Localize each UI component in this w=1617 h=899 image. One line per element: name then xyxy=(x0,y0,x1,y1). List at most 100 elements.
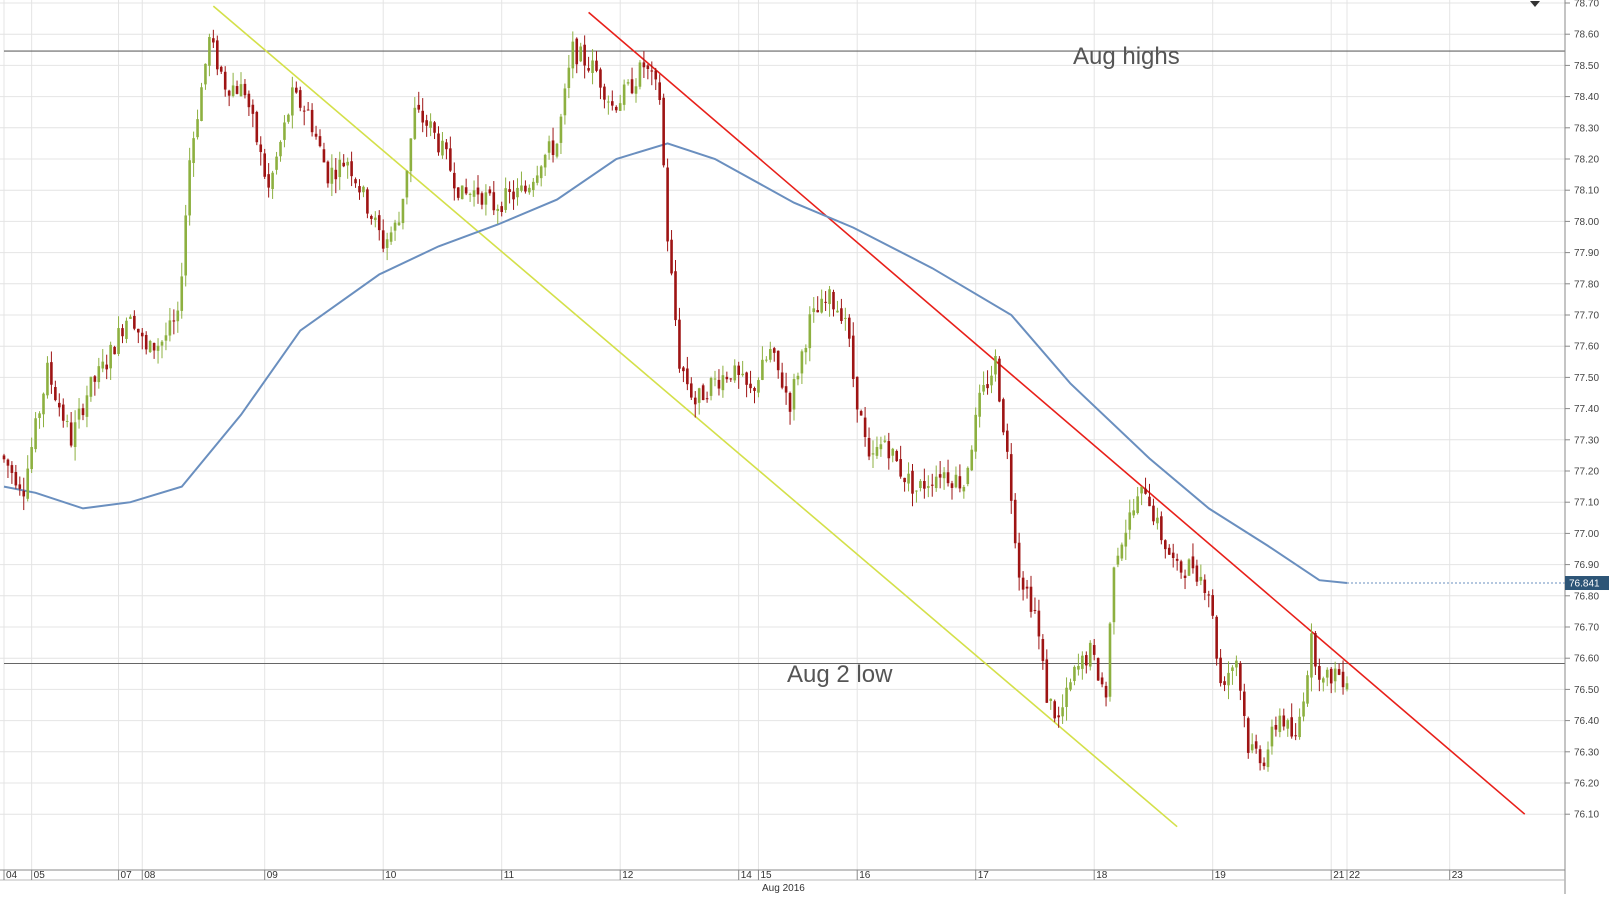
candle-down xyxy=(1258,749,1262,764)
candle-up xyxy=(1250,744,1254,751)
candle-down xyxy=(603,86,606,100)
y-tick-label: 77.40 xyxy=(1574,404,1599,415)
candle-down xyxy=(1006,430,1009,452)
candle-up xyxy=(1077,665,1080,670)
candle-down xyxy=(377,215,381,231)
candle-down xyxy=(938,474,942,478)
candle-up xyxy=(109,344,112,369)
candle-down xyxy=(6,459,10,466)
candle-up xyxy=(528,187,531,193)
candle-down xyxy=(1207,594,1211,596)
candle-down xyxy=(678,319,681,369)
candle-up xyxy=(1065,687,1068,707)
candle-up xyxy=(1227,672,1230,686)
candle-down xyxy=(1223,681,1226,685)
candle-down xyxy=(1057,715,1060,718)
candle-down xyxy=(358,186,361,193)
candle-up xyxy=(1061,707,1064,717)
y-tick-label: 77.50 xyxy=(1574,373,1599,384)
candle-down xyxy=(1314,633,1317,667)
candle-up xyxy=(1120,544,1124,559)
candle-down xyxy=(69,422,73,446)
y-tick-label: 77.70 xyxy=(1574,311,1599,322)
candle-down xyxy=(946,472,950,484)
last-price-tag: 76.841 xyxy=(1565,576,1609,591)
candle-up xyxy=(535,175,539,183)
candle-down xyxy=(133,315,136,329)
candle-down xyxy=(887,441,891,459)
last-price-tag-bg xyxy=(1565,576,1609,591)
candle-down xyxy=(1183,575,1187,578)
candle-up xyxy=(1069,682,1072,690)
y-tick-label: 78.70 xyxy=(1574,0,1599,10)
candle-down xyxy=(22,490,26,497)
candle-down xyxy=(1171,552,1175,559)
candle-up xyxy=(389,232,393,242)
candle-down xyxy=(306,109,310,111)
candle-up xyxy=(393,222,397,231)
candle-down xyxy=(255,111,259,143)
candle-down xyxy=(753,388,756,391)
candle-down xyxy=(259,144,263,153)
candle-down xyxy=(121,328,124,337)
candle-down xyxy=(61,404,65,421)
menu-caret-icon[interactable] xyxy=(1530,1,1540,7)
candle-up xyxy=(346,161,349,166)
candle-up xyxy=(994,356,997,375)
candle-up xyxy=(496,208,500,211)
candle-up xyxy=(46,362,49,396)
candle-up xyxy=(1081,655,1084,669)
candle-down xyxy=(614,106,618,111)
x-tick-label: 04 xyxy=(6,870,18,881)
candle-up xyxy=(1278,715,1282,733)
candle-down xyxy=(1021,577,1025,590)
candle-up xyxy=(1266,749,1270,768)
candle-up xyxy=(733,365,737,381)
candle-down xyxy=(725,376,729,380)
y-tick-label: 77.80 xyxy=(1574,279,1599,290)
candle-up xyxy=(180,276,184,311)
candle-up xyxy=(942,472,946,479)
candle-down xyxy=(381,230,385,249)
candle-up xyxy=(1310,633,1313,678)
y-tick-label: 77.90 xyxy=(1574,248,1599,259)
candle-down xyxy=(686,368,689,385)
candle-down xyxy=(223,71,227,90)
candle-down xyxy=(705,398,709,400)
candle-down xyxy=(1215,616,1218,659)
candle-down xyxy=(1195,565,1199,582)
candle-down xyxy=(421,110,424,123)
grid-lines xyxy=(0,0,1565,870)
candle-up xyxy=(626,82,630,84)
candle-up xyxy=(978,392,981,417)
candle-down xyxy=(587,68,590,71)
candle-down xyxy=(832,291,835,310)
candle-down xyxy=(417,104,421,110)
candle-up xyxy=(184,215,187,276)
x-tick-label: 19 xyxy=(1215,870,1227,881)
candle-down xyxy=(662,97,665,166)
candle-down xyxy=(1246,718,1250,753)
candle-down xyxy=(500,206,503,212)
candle-up xyxy=(875,446,879,456)
candle-up xyxy=(239,84,243,97)
candle-down xyxy=(1262,762,1266,767)
annotations: Aug highs Aug 2 low xyxy=(787,43,1180,688)
candle-down xyxy=(137,328,140,333)
candle-down xyxy=(1167,547,1171,555)
candle-down xyxy=(1211,595,1214,616)
y-tick-label: 77.00 xyxy=(1574,529,1599,540)
candle-down xyxy=(326,161,330,184)
candle-down xyxy=(2,455,6,460)
candle-down xyxy=(227,90,231,96)
candle-up xyxy=(401,198,405,224)
y-tick-label: 78.40 xyxy=(1574,92,1599,103)
candle-down xyxy=(302,110,306,112)
candle-down xyxy=(1341,671,1345,688)
y-tick-label: 77.20 xyxy=(1574,467,1599,478)
candle-up xyxy=(555,143,559,157)
candle-up xyxy=(761,359,764,380)
candle-up xyxy=(1132,510,1135,516)
